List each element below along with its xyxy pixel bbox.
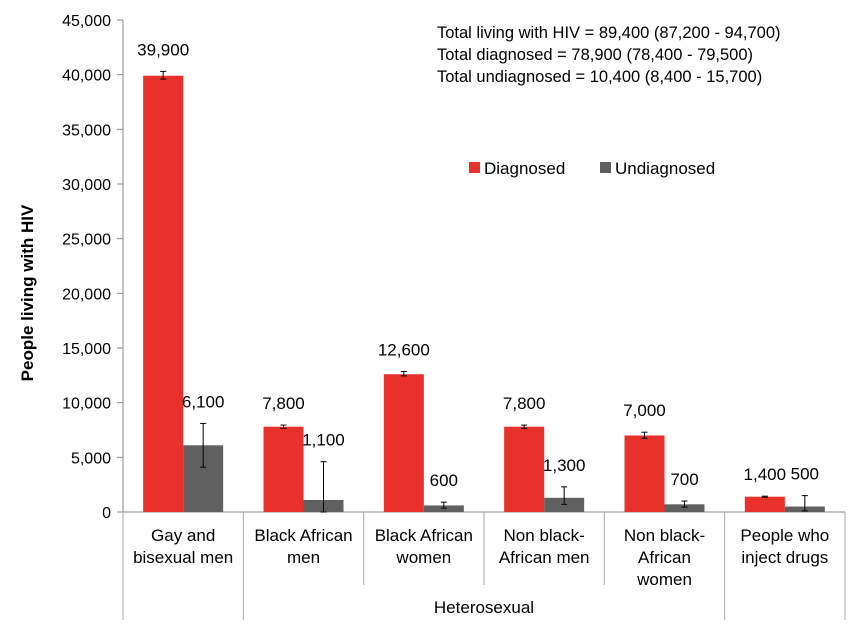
y-tick-label: 35,000 [62,122,111,139]
group-label-heterosexual: Heterosexual [434,598,534,617]
y-tick-label: 10,000 [62,396,111,413]
data-label-diagnosed: 7,800 [503,394,546,413]
data-label-diagnosed: 7,000 [623,401,666,420]
data-label-diagnosed: 7,800 [262,394,305,413]
legend: Diagnosed Undiagnosed [469,159,715,178]
bar-diagnosed [143,75,184,512]
y-tick-label: 5,000 [71,450,111,467]
bar-undiagnosed [664,504,705,512]
y-tick-label: 25,000 [62,232,111,249]
bar-diagnosed [504,426,545,512]
plot-area: 0 5,000 10,000 15,000 20,000 25,000 30,000 35,0… [62,13,846,620]
category-label: African men [499,548,590,567]
category-label: Black African [254,526,352,545]
data-label-undiagnosed: 1,300 [543,456,586,475]
category-label: Black African [375,526,473,545]
legend-swatch [469,162,480,173]
bar-diagnosed [624,435,665,512]
category-label: inject drugs [741,548,828,567]
data-label-undiagnosed: 700 [670,470,698,489]
data-label-diagnosed: 39,900 [137,40,189,59]
bar-diagnosed [263,426,304,512]
y-tick-label: 30,000 [62,177,111,194]
data-label-undiagnosed: 6,100 [182,392,225,411]
data-label-diagnosed: 12,600 [378,341,430,360]
y-tick-label: 45,000 [62,13,111,30]
category-label: bisexual men [133,548,233,567]
data-label-diagnosed: 1,400 [744,465,787,484]
category-label: Gay and [151,526,215,545]
category-label: women [395,548,451,567]
totals-annotation: Total living with HIV = 89,400 (87,200 -… [437,24,781,86]
category-label: Non black- [624,526,705,545]
y-tick-label: 20,000 [62,286,111,303]
category-label: men [287,548,320,567]
bar-undiagnosed [544,497,585,512]
data-label-undiagnosed: 1,100 [302,431,345,450]
y-tick-label: 0 [102,505,111,522]
annotation-line: Total undiagnosed = 10,400 (8,400 - 15,7… [437,68,762,86]
data-label-undiagnosed: 600 [430,471,458,490]
y-tick-label: 40,000 [62,68,111,85]
category-label: People who [740,526,829,545]
bar-diagnosed [744,496,785,512]
category-label: Non black- [504,526,585,545]
y-axis-label: People living with HIV [18,204,37,381]
category-label: African [638,548,691,567]
legend-label: Undiagnosed [615,159,715,178]
category-label: women [636,570,692,589]
y-tick-label: 15,000 [62,341,111,358]
bar-undiagnosed [423,505,464,512]
bar-diagnosed [383,374,424,512]
annotation-line: Total living with HIV = 89,400 (87,200 -… [437,24,781,42]
legend-label: Diagnosed [484,159,565,178]
annotation-line: Total diagnosed = 78,900 (78,400 - 79,50… [437,46,753,64]
data-label-undiagnosed: 500 [791,465,819,484]
legend-swatch [600,162,611,173]
